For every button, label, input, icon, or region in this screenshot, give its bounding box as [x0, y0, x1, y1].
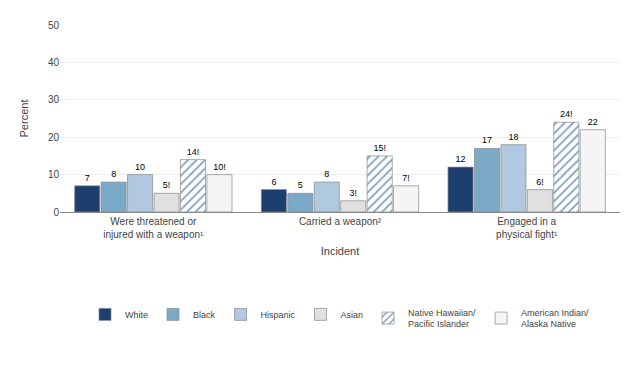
svg-text:American Indian/Alaska Native: American Indian/Alaska Native [521, 308, 589, 330]
svg-text:Hispanic: Hispanic [261, 310, 296, 320]
svg-text:10!: 10! [213, 162, 226, 172]
svg-text:50: 50 [48, 20, 60, 31]
svg-text:5: 5 [298, 180, 303, 190]
svg-text:24!: 24! [560, 109, 573, 119]
svg-text:30: 30 [48, 94, 60, 105]
svg-text:18: 18 [508, 132, 518, 142]
svg-text:Engaged in aphysical fight¹: Engaged in aphysical fight¹ [496, 216, 558, 240]
svg-text:22: 22 [588, 117, 598, 127]
svg-text:10: 10 [48, 169, 60, 180]
svg-text:7!: 7! [402, 173, 410, 183]
svg-text:40: 40 [48, 57, 60, 68]
svg-text:7: 7 [85, 173, 90, 183]
svg-text:Black: Black [193, 310, 216, 320]
svg-text:15!: 15! [373, 143, 386, 153]
svg-text:3!: 3! [349, 188, 357, 198]
svg-text:Incident: Incident [321, 245, 360, 257]
svg-text:0: 0 [53, 207, 59, 218]
svg-text:8: 8 [324, 169, 329, 179]
svg-text:10: 10 [135, 162, 145, 172]
svg-text:Carried a weapon²: Carried a weapon² [299, 216, 382, 227]
svg-text:Were threatened orinjured with: Were threatened orinjured with a weapon¹ [103, 216, 204, 240]
svg-text:5!: 5! [163, 180, 171, 190]
svg-text:Asian: Asian [341, 310, 364, 320]
svg-text:6!: 6! [536, 177, 544, 187]
svg-text:6: 6 [271, 177, 276, 187]
svg-text:Percent: Percent [18, 100, 30, 138]
svg-text:17: 17 [482, 135, 492, 145]
svg-text:8: 8 [111, 169, 116, 179]
svg-text:Native Hawaiian/Pacific Island: Native Hawaiian/Pacific Islander [408, 308, 476, 330]
svg-text:20: 20 [48, 132, 60, 143]
svg-text:White: White [125, 310, 148, 320]
svg-text:14!: 14! [187, 147, 200, 157]
svg-text:12: 12 [456, 154, 466, 164]
